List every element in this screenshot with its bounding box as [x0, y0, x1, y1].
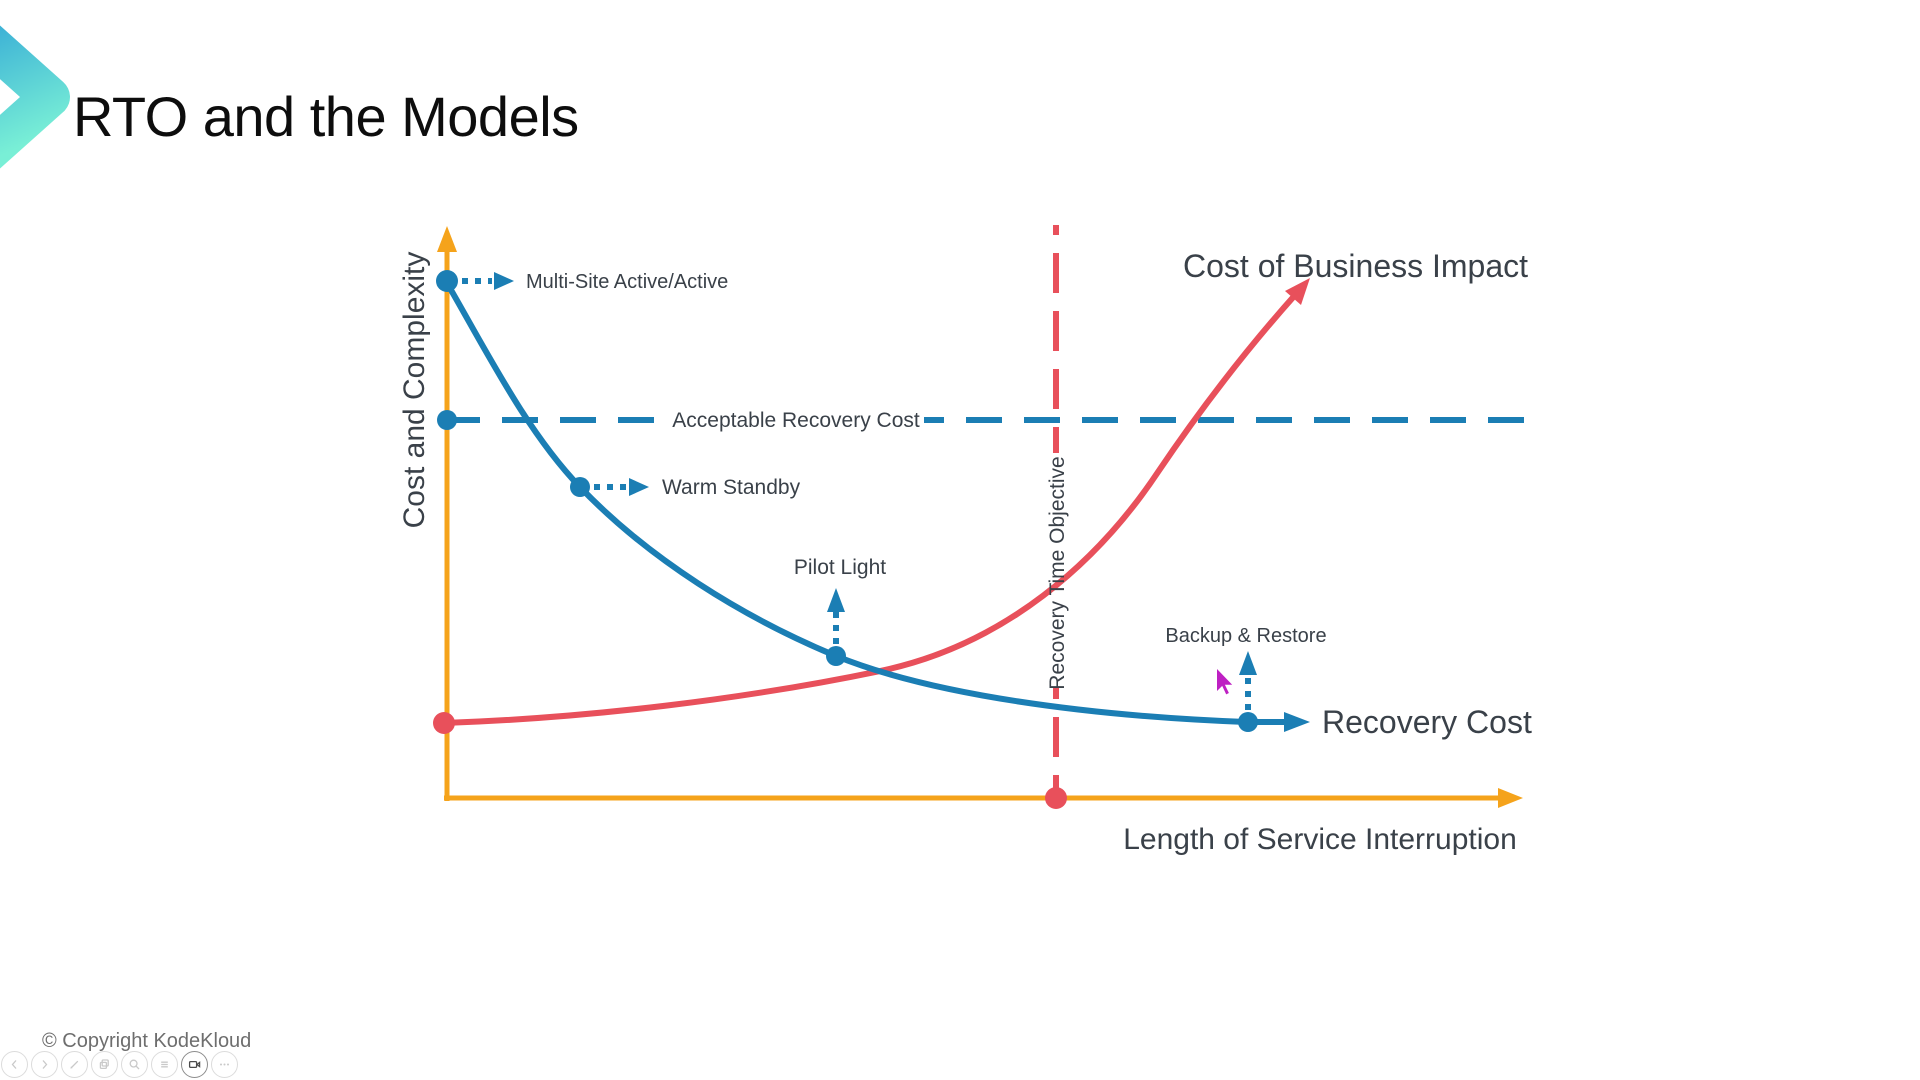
next-icon: [42, 1060, 48, 1069]
page-title: RTO and the Models: [73, 85, 579, 148]
y-axis-arrow-icon: [437, 226, 457, 252]
notes-icon: [161, 1061, 168, 1068]
kodekloud-logo: [0, 0, 90, 210]
more-icon: [220, 1063, 229, 1066]
business-impact-start-point: [433, 712, 455, 734]
rto-axis-point: [1045, 787, 1067, 809]
camera-button[interactable]: [181, 1051, 208, 1078]
recovery-cost-arrow-icon: [1284, 712, 1310, 732]
warm-standby-point: [570, 477, 590, 497]
acceptable-cost-point: [437, 410, 457, 430]
zoom-button[interactable]: [121, 1051, 148, 1078]
business-impact-curve: [443, 291, 1299, 726]
recovery-cost-label: Recovery Cost: [1322, 704, 1532, 740]
pen-button[interactable]: [61, 1051, 88, 1078]
camera-icon: [188, 1060, 201, 1069]
business-impact-label: Cost of Business Impact: [1183, 248, 1528, 284]
mouse-cursor: [1217, 669, 1233, 695]
notes-button[interactable]: [151, 1051, 178, 1078]
pen-icon: [70, 1060, 79, 1069]
multi-site-pointer-arrow-icon: [494, 272, 514, 290]
x-axis-label: Length of Service Interruption: [1123, 823, 1517, 856]
backup-restore-label: Backup & Restore: [1165, 625, 1326, 647]
pilot-light-point: [826, 646, 846, 666]
acceptable-recovery-cost-label: Acceptable Recovery Cost: [672, 409, 920, 432]
viewer-toolbar: [1, 1051, 238, 1078]
warm-standby-pointer-arrow-icon: [629, 478, 649, 496]
business-impact-arrow-icon: [1285, 278, 1310, 305]
copyright-text: © Copyright KodeKloud: [42, 1030, 252, 1052]
pilot-light-label: Pilot Light: [794, 556, 886, 579]
copy-button[interactable]: [91, 1051, 118, 1078]
rto-label: Recovery Time Objective: [1046, 456, 1069, 689]
backup-restore-point: [1238, 712, 1258, 732]
zoom-icon: [129, 1059, 140, 1070]
arc-label-mask: [668, 402, 924, 438]
x-axis-arrow-icon: [1498, 788, 1523, 808]
multi-site-point: [436, 270, 458, 292]
pilot-light-pointer-arrow-icon: [827, 588, 845, 612]
warm-standby-label: Warm Standby: [662, 476, 801, 499]
multi-site-label: Multi-Site Active/Active: [526, 271, 728, 293]
next-button[interactable]: [31, 1051, 58, 1078]
copy-icon: [99, 1059, 109, 1070]
previous-button[interactable]: [1, 1051, 28, 1078]
previous-icon: [11, 1060, 17, 1069]
backup-restore-pointer-arrow-icon: [1239, 651, 1257, 675]
logo-chevron-icon: [0, 25, 70, 169]
recovery-cost-curve: [444, 281, 1284, 725]
y-axis-label: Cost and Complexity: [398, 252, 431, 529]
more-button[interactable]: [211, 1051, 238, 1078]
